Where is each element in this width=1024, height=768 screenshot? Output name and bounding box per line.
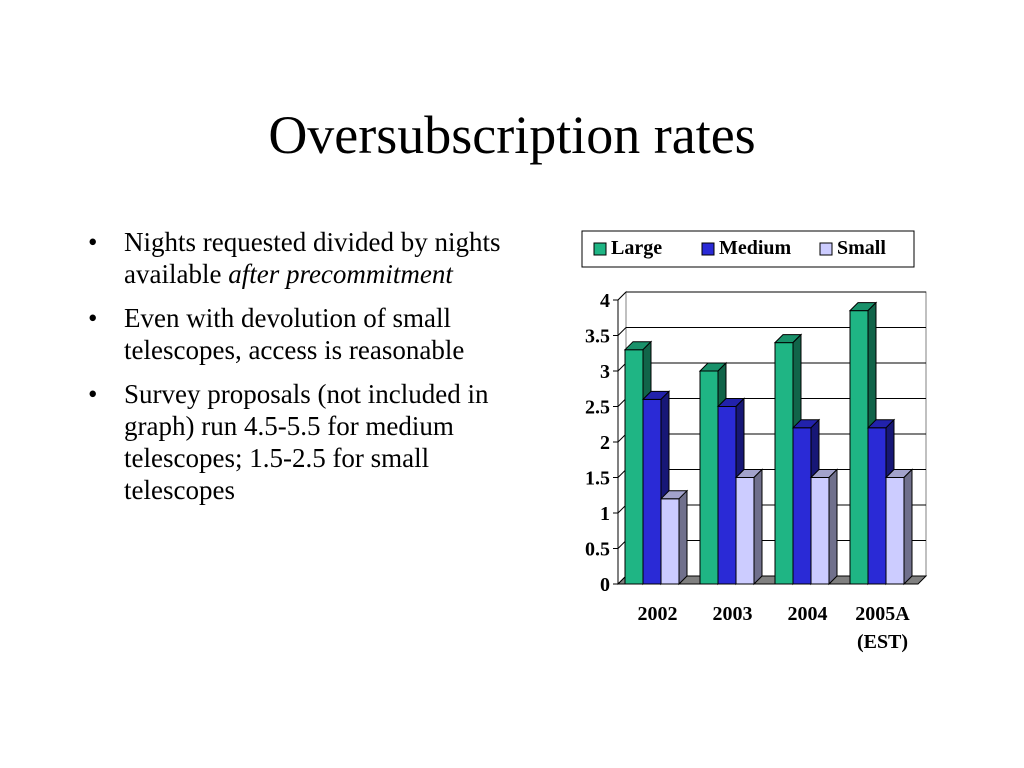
bullet-text: Nights requested divided by nights avail… xyxy=(124,227,501,289)
bullet-dot-icon: • xyxy=(88,303,98,333)
bar-small-0 xyxy=(659,489,689,586)
bar-front xyxy=(774,342,794,585)
legend-label-small: Small xyxy=(837,237,886,259)
bullet-item: • Nights requested divided by nights ava… xyxy=(84,226,504,290)
slide-title: Oversubscription rates xyxy=(268,105,756,165)
bar-front xyxy=(792,427,812,585)
bullet-emphasis: after precommitment xyxy=(228,259,453,289)
bar-front xyxy=(735,477,755,585)
bar-front xyxy=(699,370,719,585)
x-tick-label: 2005A xyxy=(855,603,910,625)
chart-legend xyxy=(581,230,915,268)
bar-side xyxy=(753,468,763,586)
x-tick-label: 2002 xyxy=(638,603,678,625)
y-tick-label: 4 xyxy=(600,290,610,312)
bullet-item: • Even with devolution of small telescop… xyxy=(84,302,504,366)
legend-label-medium: Medium xyxy=(719,237,792,259)
bullet-list: • Nights requested divided by nights ava… xyxy=(84,226,504,518)
legend-swatch-large xyxy=(593,242,607,256)
bullet-dot-icon: • xyxy=(88,379,98,409)
x-tick-label: 2004 xyxy=(788,603,828,625)
bar-chart-svg: Large Medium Small 0 0.5 1 1.5 2 2.5 3 3.5 4 2002 200… xyxy=(581,230,928,653)
bar-front xyxy=(810,477,830,585)
bar-front xyxy=(717,406,737,585)
y-tick-label: 3.5 xyxy=(585,326,610,348)
y-tick-label: 2.5 xyxy=(585,397,610,419)
bar-small-3 xyxy=(884,468,914,586)
bar-side xyxy=(678,489,688,586)
bar-front xyxy=(885,477,905,585)
y-tick-label: 0 xyxy=(600,574,610,596)
bullet-text: Survey proposals (not included in graph)… xyxy=(124,379,489,505)
x-tick-label: 2003 xyxy=(713,603,753,625)
gridline-side xyxy=(617,291,627,301)
bar-small-2 xyxy=(809,468,839,586)
bar-front xyxy=(642,398,662,585)
bullet-text: Even with devolution of small telescopes… xyxy=(124,303,465,365)
y-tick-label: 1.5 xyxy=(585,468,610,490)
y-tick-label: 2 xyxy=(600,432,610,454)
y-tick-label: 1 xyxy=(600,503,610,525)
bar-front xyxy=(867,427,887,585)
bullet-dot-icon: • xyxy=(88,227,98,257)
y-tick-label: 3 xyxy=(600,361,610,383)
bullet-item: • Survey proposals (not included in grap… xyxy=(84,378,504,506)
bar-front xyxy=(849,310,869,585)
legend-swatch-small xyxy=(819,242,833,256)
bar-front xyxy=(624,349,644,585)
x-tick-label: (EST) xyxy=(857,631,908,653)
y-tick-label: 0.5 xyxy=(585,539,610,561)
bar-side xyxy=(828,468,838,586)
gridline-side xyxy=(617,327,627,336)
bar-small-1 xyxy=(734,468,764,586)
bar-side xyxy=(903,468,913,586)
legend-label-large: Large xyxy=(611,237,662,259)
legend-swatch-medium xyxy=(701,242,715,256)
bar-front xyxy=(660,498,680,585)
chart: Large Medium Small 0 0.5 1 1.5 2 2.5 3 3.5 4 2002 200… xyxy=(560,226,940,666)
